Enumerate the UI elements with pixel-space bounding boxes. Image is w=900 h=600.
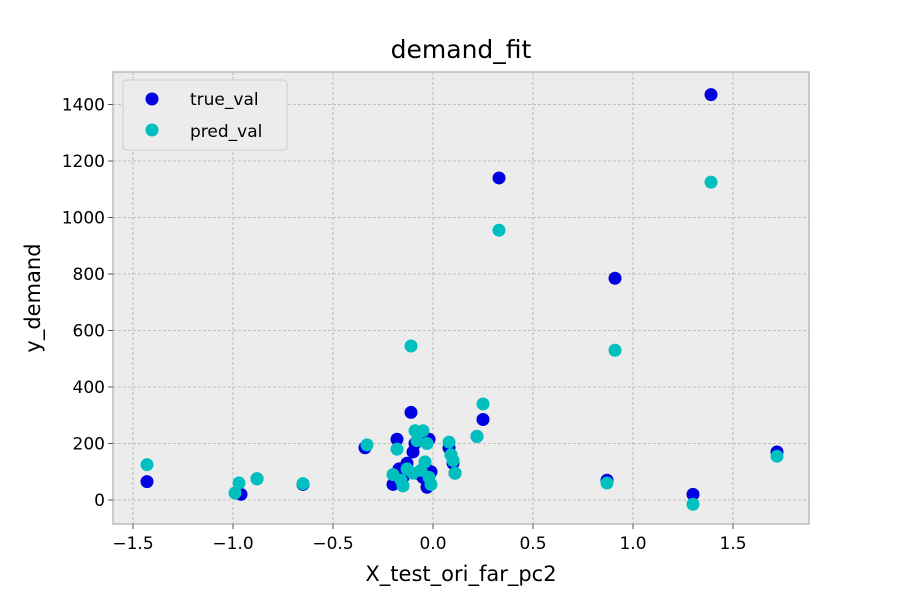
x-tick-label: 1.5 [719,534,746,554]
y-tick-label: 200 [73,434,105,454]
point-true-val [476,412,490,426]
y-tick-label: 1400 [62,95,105,115]
point-true-val [404,405,418,419]
point-true-val [390,432,404,446]
point-pred-val [600,476,614,490]
data-points [140,88,784,511]
legend: true_val pred_val [122,79,288,151]
axis-ticks: −1.5 −1.0 −0.5 0.0 0.5 1.0 1.5 0 200 400 600 800 100… [62,95,747,554]
point-pred-val [250,472,264,486]
legend-marker-pred-val [145,123,159,137]
point-pred-val [448,466,462,480]
point-pred-val [140,458,154,472]
y-tick-label: 800 [73,265,105,285]
x-tick-label: 1.0 [619,534,646,554]
x-tick-label: −1.0 [212,534,253,554]
legend-label-true-val: true_val [190,90,259,110]
point-true-val [686,487,700,501]
x-axis-label: X_test_ori_far_pc2 [365,562,556,587]
series-pred-val [140,175,784,511]
point-pred-val [416,424,430,438]
point-pred-val [418,455,432,469]
point-pred-val [390,442,404,456]
y-tick-label: 0 [94,491,105,511]
plot-area-frame [112,71,810,525]
point-pred-val [686,497,700,511]
x-tick-label: −0.5 [312,534,353,554]
point-pred-val [442,435,456,449]
point-pred-val [404,339,418,353]
point-pred-val [410,434,424,448]
x-tick-label: 0.5 [519,534,546,554]
point-pred-val [360,438,374,452]
point-pred-val [446,453,460,467]
y-tick-label: 400 [73,378,105,398]
point-true-val [608,271,622,285]
y-axis-label: y_demand [21,243,46,352]
y-tick-label: 1200 [62,152,105,172]
legend-label-pred-val: pred_val [190,122,262,142]
point-pred-val [492,223,506,237]
point-pred-val [424,477,438,491]
point-pred-val [396,479,410,493]
chart-title: demand_fit [391,35,532,64]
point-pred-val [296,477,310,491]
x-tick-label: −1.5 [112,534,153,554]
y-tick-label: 600 [73,321,105,341]
point-true-val [140,475,154,489]
point-pred-val [470,429,484,443]
point-pred-val [608,343,622,357]
point-pred-val [476,397,490,411]
point-pred-val [420,436,434,450]
grid-lines [113,72,809,524]
x-tick-label: 0.0 [419,534,446,554]
point-pred-val [770,449,784,463]
legend-box [122,79,288,151]
point-pred-val [228,486,242,500]
y-tick-label: 1000 [62,208,105,228]
point-pred-val [232,476,246,490]
legend-marker-true-val [145,92,159,106]
point-true-val [704,88,718,102]
point-true-val [492,171,506,185]
point-pred-val [704,175,718,189]
